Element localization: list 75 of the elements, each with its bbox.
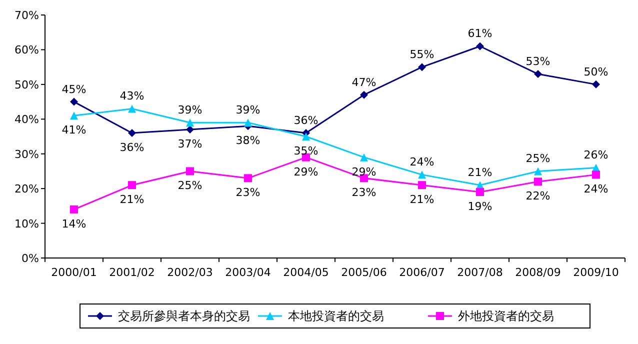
point [70,112,78,120]
y-tick-label: 10% [14,217,39,230]
data-label: 19% [468,200,492,214]
x-tick-label: 2004/05 [283,266,329,279]
data-label: 39% [236,104,260,117]
x-tick-label: 2009/10 [573,266,619,279]
data-label: 61% [468,27,492,40]
x-tick-label: 2006/07 [399,266,445,279]
data-label: 37% [178,138,202,151]
data-label: 43% [120,90,144,103]
point [534,70,542,78]
data-label: 47% [352,76,376,89]
data-label: 21% [468,166,492,180]
point [186,167,194,176]
data-label: 55% [410,48,434,62]
data-label: 38% [236,134,260,148]
data-label: 21% [410,193,434,206]
data-label: 36% [120,141,144,154]
y-tick-label: 40% [14,113,39,126]
point [70,205,78,214]
legend-label: 交易所參與者本身的交易 [118,309,250,323]
point [418,181,426,190]
point [360,90,368,99]
x-tick-label: 2008/09 [515,266,561,279]
point [128,181,136,190]
y-tick-label: 30% [14,148,39,161]
data-label: 24% [410,156,434,169]
x-tick-label: 2002/03 [167,266,213,279]
point [476,42,484,50]
legend-label: 外地投資者的交易 [458,309,554,323]
point [592,170,600,179]
data-label: 25% [178,179,202,192]
data-label: 29% [294,165,318,178]
point [476,188,484,196]
y-tick-label: 20% [14,182,39,196]
x-tick-label: 2001/02 [109,266,155,279]
data-label: 24% [584,182,608,196]
point [592,80,600,88]
data-label: 50% [584,65,608,78]
y-tick-label: 50% [14,78,39,92]
data-label: 45% [62,82,86,96]
data-label: 41% [62,124,86,137]
point [70,98,78,106]
point [360,153,368,162]
data-label: 23% [236,186,260,200]
data-label: 36% [294,114,318,128]
data-label: 22% [526,190,550,203]
x-tick-label: 2003/04 [225,266,271,279]
data-label: 23% [352,186,376,200]
point [186,118,194,127]
point [418,63,426,72]
point [534,178,542,186]
y-tick-label: 60% [14,44,39,57]
data-label: 14% [62,217,86,230]
point [186,126,194,134]
x-tick-label: 2007/08 [457,266,503,279]
point [128,129,136,138]
data-label: 53% [526,55,550,68]
data-label: 21% [120,193,144,206]
y-tick-label: 0% [22,252,39,265]
point [244,174,252,182]
data-label: 26% [584,148,608,162]
point [534,167,542,176]
data-label: 25% [526,152,550,166]
legend-label: 本地投資者的交易 [288,309,384,323]
data-label: 39% [178,104,202,117]
point [302,132,310,140]
point [244,118,252,127]
data-label: 29% [352,165,376,178]
point [418,170,426,179]
x-tick-label: 2000/01 [51,266,97,279]
y-tick-label: 70% [14,9,39,22]
x-tick-label: 2005/06 [341,266,387,279]
point [128,104,136,113]
data-label: 35% [294,144,318,158]
